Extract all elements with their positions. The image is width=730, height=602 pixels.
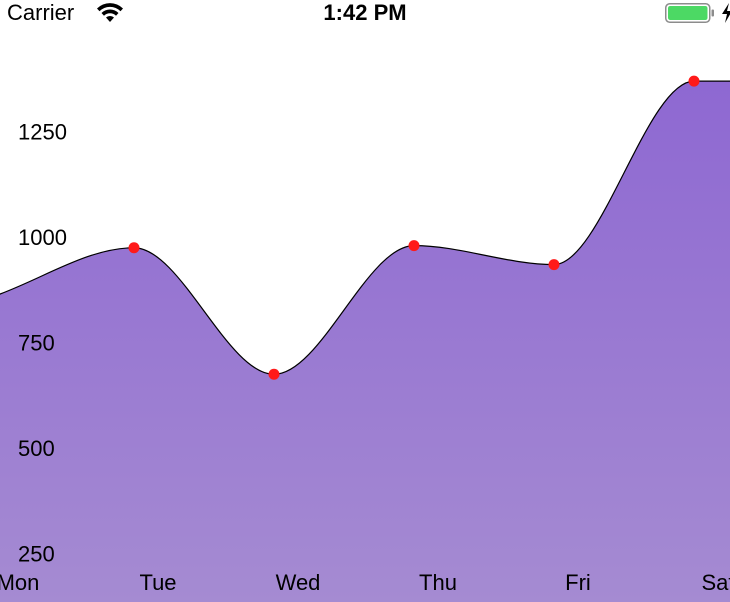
battery-icon (665, 3, 714, 23)
area-fill (0, 81, 730, 602)
status-bar: Carrier 1:42 PM (0, 0, 730, 30)
status-time: 1:42 PM (323, 0, 407, 25)
x-tick-label: Tue (139, 570, 176, 595)
x-tick-label: Fri (565, 570, 591, 595)
y-tick-label: 250 (18, 542, 55, 567)
y-tick-label: 750 (18, 331, 55, 356)
y-tick-label: 1000 (18, 225, 67, 250)
data-points (128, 75, 700, 380)
carrier-label: Carrier (7, 0, 75, 25)
charging-bolt-icon (722, 3, 730, 23)
data-point-sat (688, 75, 700, 87)
wifi-icon (97, 3, 123, 22)
x-axis-ticks: Mon Tue Wed Thu Fri Sat (0, 570, 730, 595)
x-tick-label: Thu (419, 570, 457, 595)
y-tick-label: 500 (18, 436, 55, 461)
y-tick-label: 1250 (18, 120, 67, 145)
y-axis-ticks: 250 500 750 1000 1250 (18, 120, 67, 567)
x-tick-label: Mon (0, 570, 39, 595)
data-point-tue (128, 242, 140, 254)
data-point-fri (548, 259, 560, 271)
x-tick-label: Sat (701, 570, 730, 595)
data-point-thu (408, 240, 420, 252)
data-point-wed (268, 368, 280, 380)
x-tick-label: Wed (276, 570, 321, 595)
